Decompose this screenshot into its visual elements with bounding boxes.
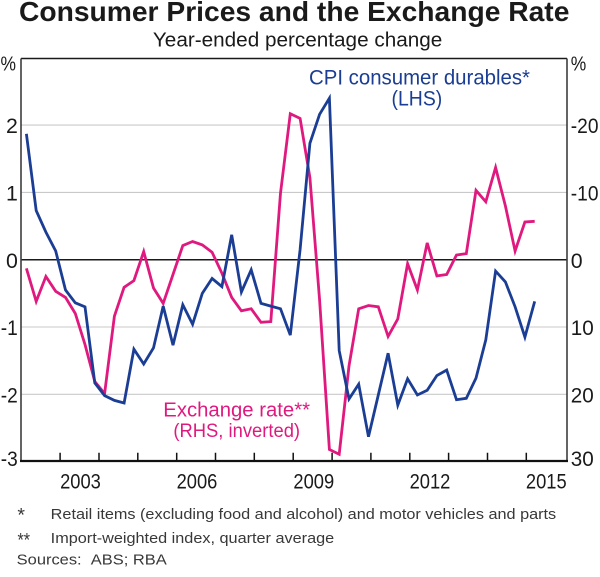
svg-text:(RHS, inverted): (RHS, inverted) [173, 420, 300, 442]
svg-text:-10: -10 [571, 182, 599, 206]
svg-text:2003: 2003 [60, 469, 101, 493]
svg-text:**: ** [18, 530, 31, 552]
svg-text:0: 0 [6, 249, 18, 273]
svg-text:0: 0 [571, 249, 583, 273]
svg-text:-3: -3 [1, 447, 18, 471]
svg-text:-1: -1 [1, 316, 18, 340]
svg-text:CPI consumer durables*: CPI consumer durables* [309, 66, 530, 89]
svg-text:Consumer Prices and the Exchan: Consumer Prices and the Exchange Rate [19, 0, 569, 27]
svg-text:2009: 2009 [293, 469, 334, 493]
svg-text:2012: 2012 [410, 469, 451, 493]
svg-text:(LHS): (LHS) [392, 87, 443, 110]
svg-text:-20: -20 [571, 114, 599, 138]
svg-text:Year-ended percentage change: Year-ended percentage change [153, 30, 442, 52]
svg-text:10: 10 [571, 316, 594, 340]
svg-text:20: 20 [571, 383, 594, 407]
svg-text:2006: 2006 [177, 469, 218, 493]
svg-text:Retail items (excluding food a: Retail items (excluding food and alcohol… [51, 506, 557, 523]
svg-text:Sources: ABS; RBA: Sources: ABS; RBA [17, 552, 168, 569]
svg-text:2015: 2015 [526, 469, 567, 493]
svg-text:-2: -2 [1, 383, 18, 407]
svg-text:Import-weighted index, quarter: Import-weighted index, quarter average [51, 530, 335, 547]
svg-text:*: * [17, 505, 25, 527]
svg-text:30: 30 [571, 447, 594, 471]
svg-text:%: % [571, 53, 587, 75]
svg-text:%: % [1, 53, 17, 75]
svg-text:2: 2 [6, 114, 18, 138]
svg-text:Exchange rate**: Exchange rate** [163, 398, 310, 421]
svg-text:1: 1 [6, 182, 18, 206]
